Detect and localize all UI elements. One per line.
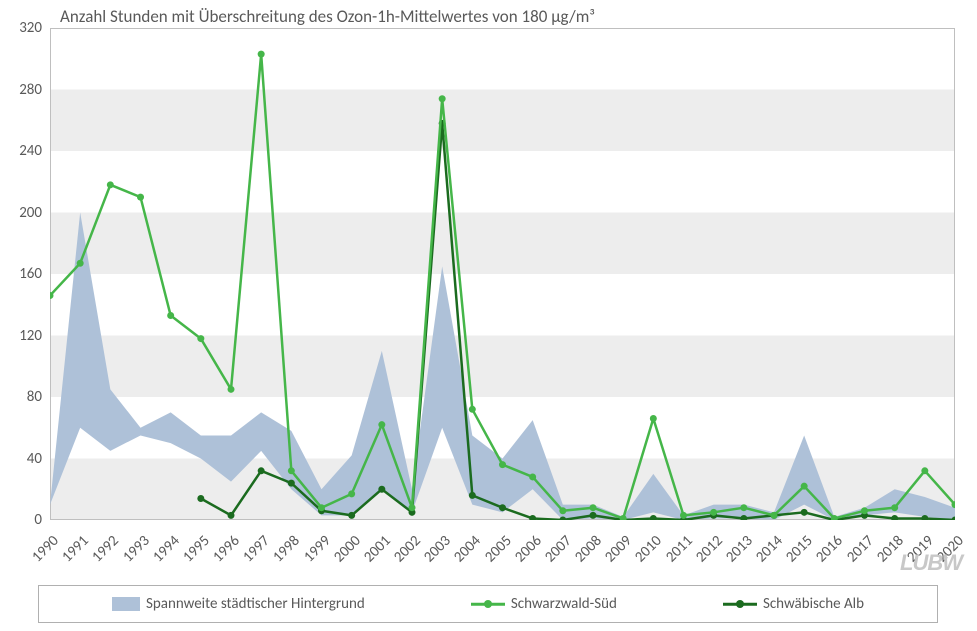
x-tick-label: 2005 <box>481 532 515 566</box>
x-tick-label: 2014 <box>752 532 786 566</box>
ozone-exceedance-chart: Anzahl Stunden mit Überschreitung des Oz… <box>0 0 977 631</box>
legend-label: Schwäbische Alb <box>763 595 864 613</box>
area-swatch-icon <box>112 597 140 611</box>
x-tick-label: 1997 <box>240 532 274 566</box>
x-tick-label: 2004 <box>451 532 485 566</box>
x-tick-label: 2010 <box>632 532 666 566</box>
x-tick-label: 2008 <box>571 532 605 566</box>
x-tick-label: 2017 <box>843 532 877 566</box>
x-tick-label: 2006 <box>511 532 545 566</box>
x-tick-label: 2011 <box>662 532 696 566</box>
line-swatch-icon <box>723 597 757 611</box>
chart-svg <box>50 28 955 520</box>
y-tick-label: 280 <box>19 81 42 99</box>
x-axis: 1990199119921993199419951996199719981999… <box>50 522 955 572</box>
y-tick-label: 240 <box>19 142 42 160</box>
y-tick-label: 120 <box>19 327 42 345</box>
legend-item-schwaebische-alb: Schwäbische Alb <box>723 595 864 613</box>
legend-label: Spannweite städtischer Hintergrund <box>146 595 365 613</box>
x-tick-label: 2015 <box>783 532 817 566</box>
plot-area <box>50 28 955 520</box>
x-tick-label: 2002 <box>390 532 424 566</box>
y-tick-label: 320 <box>19 19 42 37</box>
x-tick-label: 1990 <box>28 532 62 566</box>
chart-title: Anzahl Stunden mit Überschreitung des Oz… <box>60 6 595 27</box>
x-tick-label: 1996 <box>209 532 243 566</box>
y-tick-label: 200 <box>19 204 42 222</box>
legend: Spannweite städtischer Hintergrund Schwa… <box>38 585 938 623</box>
x-tick-label: 2000 <box>330 532 364 566</box>
x-tick-label: 1992 <box>89 532 123 566</box>
legend-item-spannweite: Spannweite städtischer Hintergrund <box>112 595 365 613</box>
x-tick-label: 1993 <box>119 532 153 566</box>
x-tick-label: 1999 <box>300 532 334 566</box>
x-tick-label: 1994 <box>149 532 183 566</box>
line-swatch-icon <box>471 597 505 611</box>
x-tick-label: 1998 <box>270 532 304 566</box>
x-tick-label: 2009 <box>602 532 636 566</box>
x-tick-label: 2016 <box>813 532 847 566</box>
legend-label: Schwarzwald-Süd <box>511 595 617 613</box>
y-tick-label: 160 <box>19 265 42 283</box>
x-tick-label: 2003 <box>421 532 455 566</box>
x-tick-label: 2013 <box>722 532 756 566</box>
x-tick-label: 2001 <box>360 532 394 566</box>
x-tick-label: 1995 <box>179 532 213 566</box>
x-tick-label: 2012 <box>692 532 726 566</box>
lubw-watermark: LUBW <box>900 550 962 576</box>
x-tick-label: 1991 <box>59 532 93 566</box>
x-tick-label: 2007 <box>541 532 575 566</box>
y-axis: 04080120160200240280320 <box>0 28 50 520</box>
legend-item-schwarzwald-sued: Schwarzwald-Süd <box>471 595 617 613</box>
y-tick-label: 80 <box>27 388 42 406</box>
y-tick-label: 0 <box>34 511 42 529</box>
y-tick-label: 40 <box>27 450 42 468</box>
